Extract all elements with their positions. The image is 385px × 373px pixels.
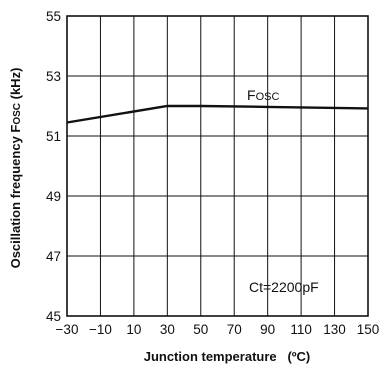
x-tick-label-3: 30	[160, 322, 175, 337]
x-tick-label-6: 90	[260, 322, 275, 337]
series-label-sub: OSC	[256, 91, 280, 103]
y-tick-label-1: 47	[46, 249, 61, 264]
x-tick-labels: −30 −10 10 30 50 70 90 110 130 150	[56, 322, 380, 337]
series-label-fosc: FOSC	[247, 87, 279, 103]
grid-lines	[67, 16, 368, 316]
y-axis-label: Oscillation frequency FOSC (kHz)	[8, 68, 23, 269]
y-tick-label-5: 55	[46, 9, 61, 24]
plot-frame	[67, 16, 368, 316]
y-tick-label-2: 49	[46, 189, 61, 204]
capacitance-annotation: Ct=2200pF	[249, 279, 319, 295]
x-tick-label-9: 150	[357, 322, 380, 337]
x-tick-label-4: 50	[193, 322, 208, 337]
y-tick-label-0: 45	[46, 309, 61, 324]
series-layer	[67, 106, 368, 123]
x-tick-label-8: 130	[323, 322, 346, 337]
series-label-main: F	[247, 87, 256, 103]
x-axis-label: Junction temperature (ºC)	[144, 349, 311, 364]
y-tick-labels: 45 47 49 51 53 55	[46, 9, 61, 324]
y-axis-label-suffix: (kHz)	[8, 68, 23, 103]
x-tick-label-2: 10	[126, 322, 141, 337]
x-tick-label-7: 110	[290, 322, 312, 337]
x-tick-label-1: −10	[89, 322, 112, 337]
y-axis-label-sub: OSC	[12, 103, 23, 125]
y-tick-label-4: 53	[46, 69, 61, 84]
y-tick-label-3: 51	[46, 129, 61, 144]
x-tick-label-0: −30	[56, 322, 79, 337]
x-tick-label-5: 70	[227, 322, 242, 337]
series-line-0	[67, 106, 368, 123]
y-axis-label-prefix: Oscillation frequency F	[8, 125, 23, 269]
